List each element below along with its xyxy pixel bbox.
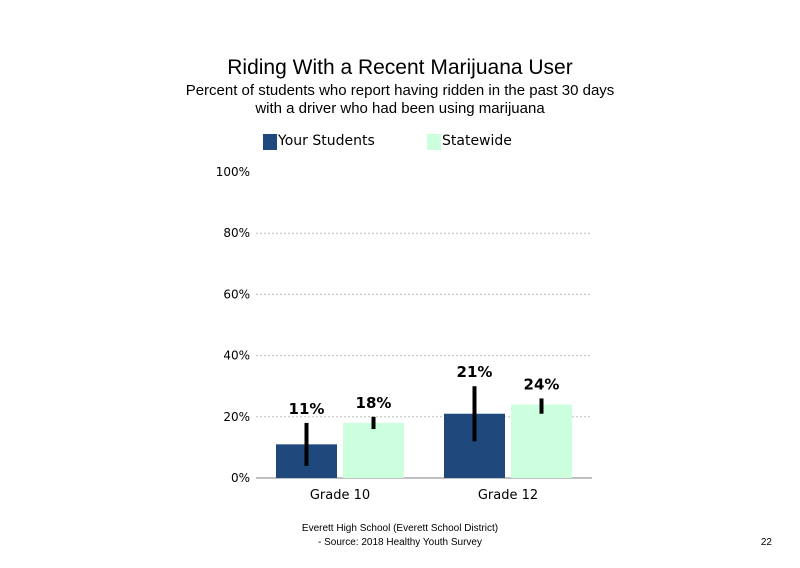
data-label: 21% (457, 363, 493, 381)
legend-swatch-your-students (263, 134, 277, 150)
chart-title: Riding With a Recent Marijuana User (227, 56, 573, 79)
legend-swatch-statewide (427, 134, 441, 150)
x-tick-label: Grade 10 (310, 488, 370, 503)
data-label: 18% (356, 394, 392, 412)
y-tick-label: 40% (223, 349, 250, 363)
footer-source: - Source: 2018 Healthy Youth Survey (318, 537, 482, 548)
data-label: 11% (289, 400, 325, 418)
y-tick-label: 60% (223, 287, 250, 301)
legend-label-your-students: Your Students (278, 133, 375, 149)
page-number: 22 (760, 537, 772, 548)
y-tick-label: 0% (231, 471, 250, 485)
chart-subtitle-line-1: Percent of students who report having ri… (185, 82, 615, 99)
chart-subtitle-line-2: with a driver who had been using marijua… (255, 100, 545, 117)
bar (343, 422, 404, 478)
y-tick-label: 100% (216, 165, 250, 179)
legend-label-statewide: Statewide (442, 133, 512, 149)
y-tick-label: 20% (223, 410, 250, 424)
data-label: 24% (524, 375, 560, 393)
y-tick-label: 80% (223, 226, 250, 240)
footer-school: Everett High School (Everett School Dist… (301, 523, 499, 534)
x-tick-label: Grade 12 (478, 488, 538, 503)
bar (511, 404, 572, 478)
